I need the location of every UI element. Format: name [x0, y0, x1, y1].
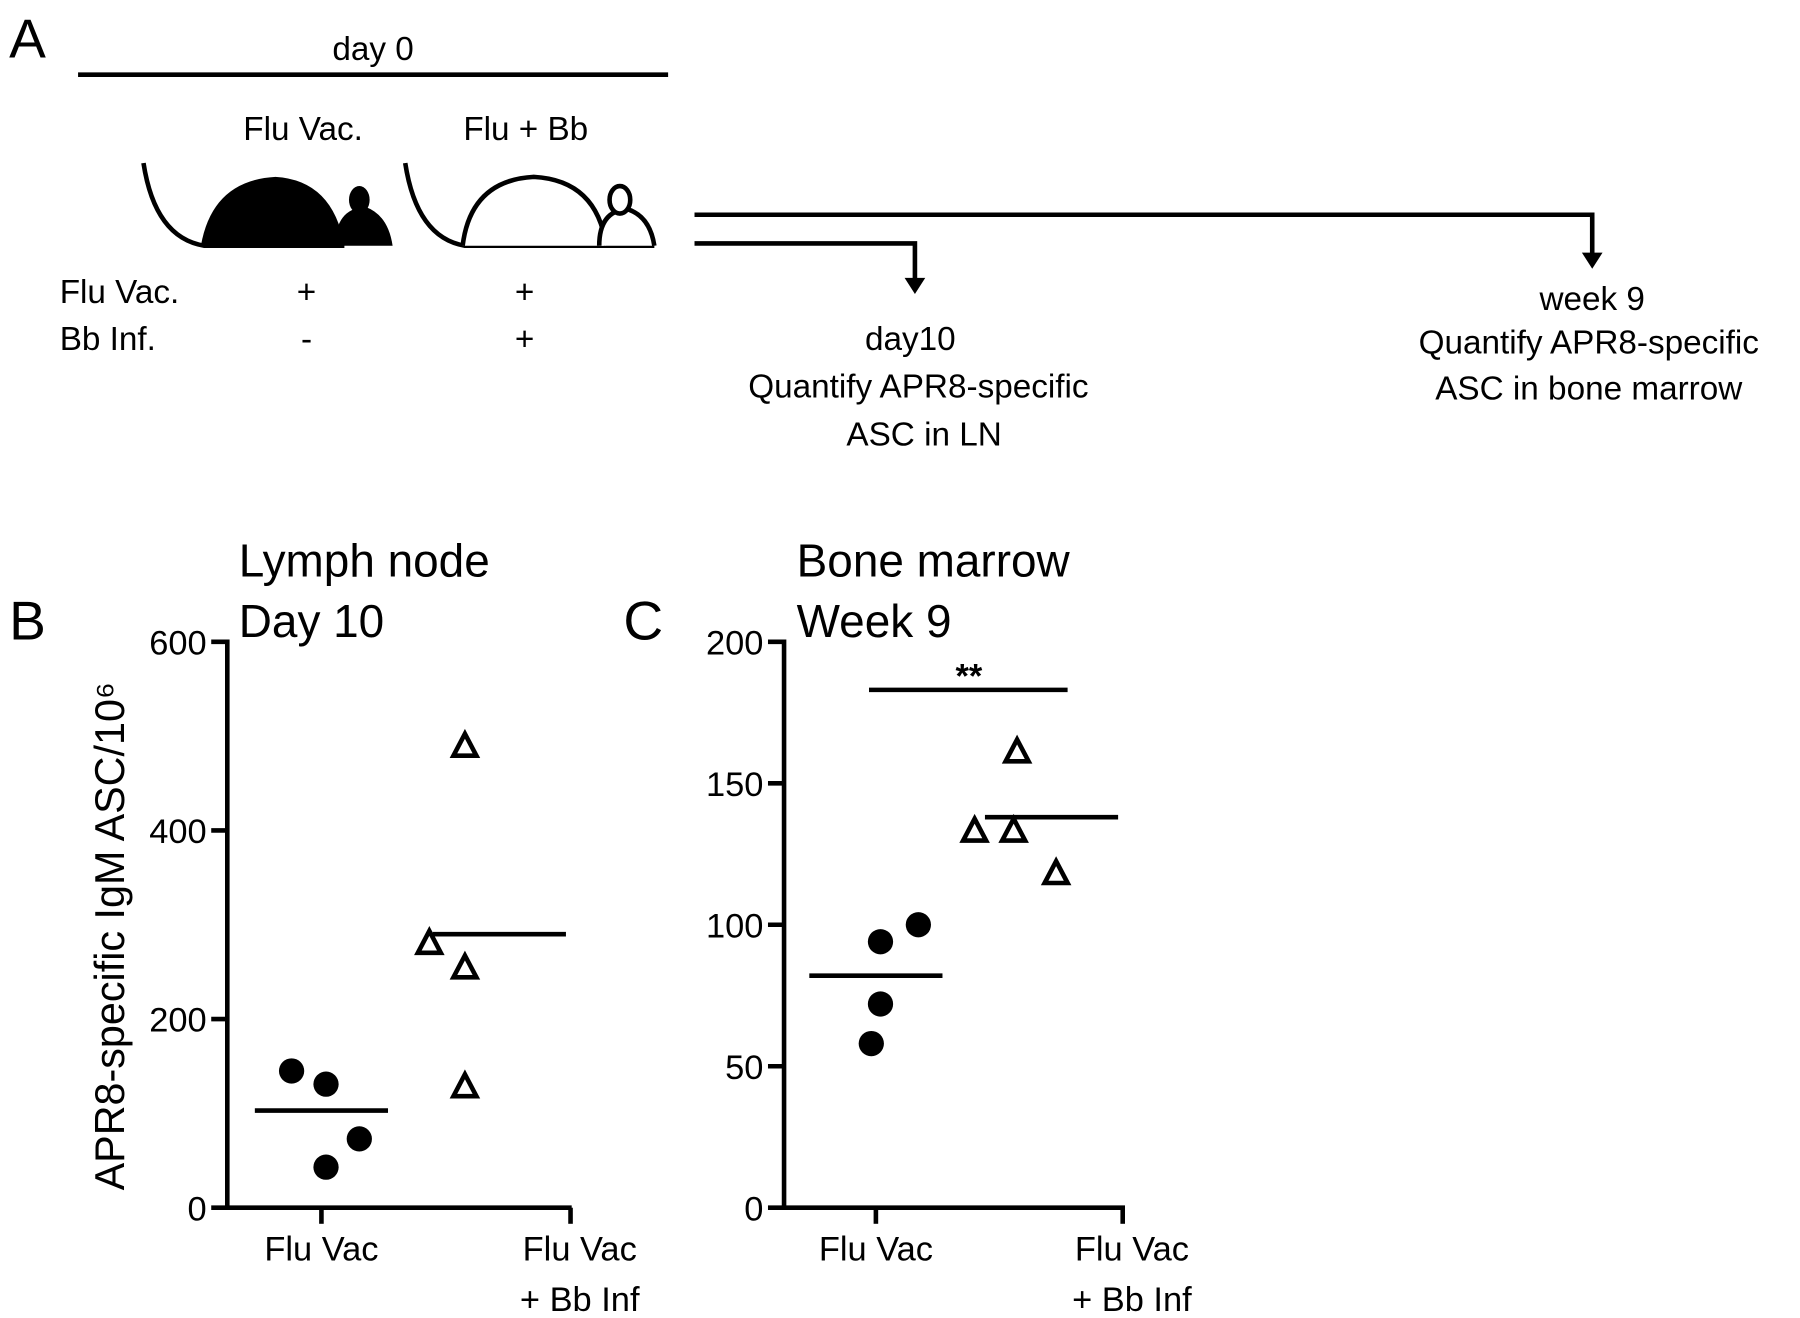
data-point: [313, 1154, 339, 1180]
group-label: Flu + Bb: [463, 111, 588, 148]
data-point: [1001, 734, 1033, 764]
endpoint-text: ASC in bone marrow: [1435, 371, 1743, 408]
mouse-body: [200, 176, 345, 246]
mouse-head: [335, 206, 393, 246]
data-point: [1040, 856, 1072, 886]
data-point: [313, 1071, 339, 1097]
y-axis-label: APR8-specific IgM ASC/10⁶: [87, 682, 133, 1190]
group-label: Flu Vac.: [243, 111, 363, 148]
row-mark: +: [515, 321, 534, 358]
y-tick-label: 150: [706, 766, 763, 804]
panel-letter: B: [9, 589, 46, 651]
arrow: [694, 241, 918, 283]
y-tick-label: 600: [149, 624, 206, 662]
data-point: [858, 1030, 884, 1057]
mouse-body: [460, 174, 609, 247]
y-tick-label: 200: [149, 1002, 206, 1040]
x-tick-label: + Bb Inf: [1072, 1281, 1192, 1318]
endpoint-text: Quantify APR8-specific: [1419, 325, 1759, 362]
row-label: Bb Inf.: [60, 321, 156, 358]
endpoint-text: day10: [865, 321, 956, 358]
endpoint-text: Quantify APR8-specific: [748, 368, 1088, 405]
data-point: [998, 813, 1029, 843]
data-point: [449, 728, 481, 758]
data-point: [449, 1069, 481, 1099]
y-tick-label: 0: [744, 1190, 763, 1228]
row-mark: +: [297, 274, 316, 311]
arrowhead: [904, 277, 926, 294]
data-point: [278, 1058, 305, 1084]
y-tick-label: 200: [706, 624, 763, 662]
x-tick-label: + Bb Inf: [520, 1281, 640, 1318]
x-tick-label: Flu Vac: [523, 1231, 637, 1269]
data-point: [905, 912, 931, 938]
x-tick-label: Flu Vac: [819, 1231, 933, 1269]
x-tick-label: Flu Vac: [1075, 1231, 1189, 1269]
panel-a: A day 0 Flu Vac. Flu + Bb Flu Vac. Bb In…: [9, 7, 1759, 453]
endpoint-text: week 9: [1538, 281, 1644, 318]
chart-title: Week 9: [797, 595, 952, 647]
row-label: Flu Vac.: [60, 274, 180, 311]
row-mark: +: [515, 274, 534, 311]
x-tick-label: Flu Vac: [264, 1231, 378, 1269]
y-tick-label: 50: [725, 1049, 763, 1087]
y-tick-label: 100: [706, 907, 763, 945]
row-mark: -: [301, 321, 312, 358]
mouse-head: [596, 206, 657, 247]
y-tick-label: 0: [187, 1190, 206, 1228]
data-point: [867, 929, 894, 955]
endpoint-text: ASC in LN: [846, 416, 1001, 453]
data-point: [867, 991, 894, 1017]
data-point: [346, 1126, 372, 1152]
significance-label: **: [955, 658, 982, 696]
panel-letter: A: [9, 7, 46, 69]
y-tick-label: 400: [149, 813, 206, 851]
data-point: [959, 813, 990, 843]
data-point: [449, 950, 481, 980]
panel-letter: C: [623, 589, 663, 651]
chart-title: Bone marrow: [797, 534, 1071, 586]
mouse-ear: [348, 186, 370, 214]
arrow: [694, 212, 1595, 258]
chart-title: Lymph node: [239, 534, 490, 586]
arrowhead: [1581, 252, 1603, 269]
chart-title: Day 10: [239, 595, 384, 647]
data-point: [414, 926, 445, 956]
mouse-ear: [607, 183, 633, 216]
timeline-label: day 0: [332, 31, 413, 68]
